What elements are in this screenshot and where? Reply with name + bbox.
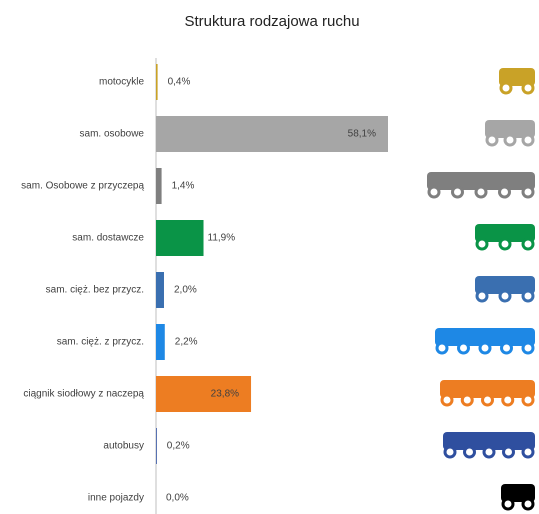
vehicle-wheel — [498, 185, 511, 199]
vehicle-wheel — [521, 393, 535, 407]
y-tick-label: ciągnik siodłowy z naczepą — [23, 389, 144, 400]
bar — [156, 324, 165, 360]
vehicle-icon — [501, 484, 535, 502]
value-label: 23,8% — [211, 389, 239, 400]
vehicle-wheel — [478, 341, 492, 355]
y-tick-label: sam. cięż. bez przycz. — [46, 285, 144, 296]
value-label: 11,9% — [208, 233, 236, 244]
bar — [156, 220, 204, 256]
vehicle-wheel — [474, 185, 488, 199]
y-tick-label: sam. dostawcze — [72, 233, 144, 244]
vehicle-wheel — [498, 237, 512, 251]
vehicle-wheel — [502, 445, 515, 459]
bar — [156, 116, 388, 152]
bar — [156, 272, 164, 308]
y-tick-label: inne pojazdy — [88, 493, 144, 504]
value-label: 2,0% — [174, 285, 197, 296]
vehicle-wheel — [521, 341, 535, 355]
vehicle-wheel — [500, 341, 513, 355]
vehicle-wheel — [440, 393, 454, 407]
vehicle-icon — [475, 224, 535, 242]
vehicle-wheel — [451, 185, 464, 199]
y-tick-label: motocykle — [99, 77, 144, 88]
vehicle-icon — [499, 68, 535, 86]
bar — [156, 428, 157, 464]
vehicle-wheel — [463, 445, 476, 459]
vehicle-wheel — [521, 185, 535, 199]
vehicle-icon — [427, 172, 535, 190]
vehicle-wheel — [521, 445, 535, 459]
vehicle-wheel — [501, 497, 515, 511]
vehicle-icon — [443, 432, 535, 450]
vehicle-wheel — [521, 497, 535, 511]
y-tick-label: sam. Osobowe z przyczepą — [21, 181, 144, 192]
vehicle-wheel — [498, 289, 512, 303]
vehicle-icon — [475, 276, 535, 294]
value-label: 0,2% — [167, 441, 190, 452]
vehicle-wheel — [475, 237, 489, 251]
vehicle-wheel — [482, 445, 496, 459]
bar — [156, 64, 158, 100]
vehicle-wheel — [521, 81, 535, 95]
value-label: 0,0% — [166, 493, 189, 504]
bar — [156, 168, 162, 204]
value-label: 0,4% — [168, 77, 191, 88]
vehicle-wheel — [485, 133, 499, 147]
vehicle-wheel — [443, 445, 457, 459]
vehicle-wheel — [427, 185, 441, 199]
value-label: 58,1% — [348, 129, 376, 140]
vehicle-wheel — [521, 237, 535, 251]
vehicle-icon — [485, 120, 535, 138]
vehicle-wheel — [503, 133, 517, 147]
vehicle-icon — [440, 380, 535, 398]
chart-title: Struktura rodzajowa ruchu — [184, 13, 359, 30]
y-tick-label: sam. osobowe — [80, 129, 145, 140]
value-label: 2,2% — [175, 337, 198, 348]
vehicle-icon — [435, 328, 535, 346]
vehicle-wheel — [481, 393, 494, 407]
vehicle-wheel — [460, 393, 474, 407]
vehicle-wheel — [499, 81, 513, 95]
vehicle-wheel — [501, 393, 515, 407]
y-tick-label: autobusy — [103, 441, 144, 452]
vehicle-wheel — [521, 289, 535, 303]
y-tick-label: sam. cięż. z przycz. — [57, 337, 144, 348]
bar — [156, 376, 252, 412]
vehicle-wheel — [521, 133, 535, 147]
value-label: 1,4% — [172, 181, 195, 192]
vehicle-wheel — [435, 341, 449, 355]
vehicle-wheel — [475, 289, 489, 303]
vehicle-wheel — [457, 341, 470, 355]
